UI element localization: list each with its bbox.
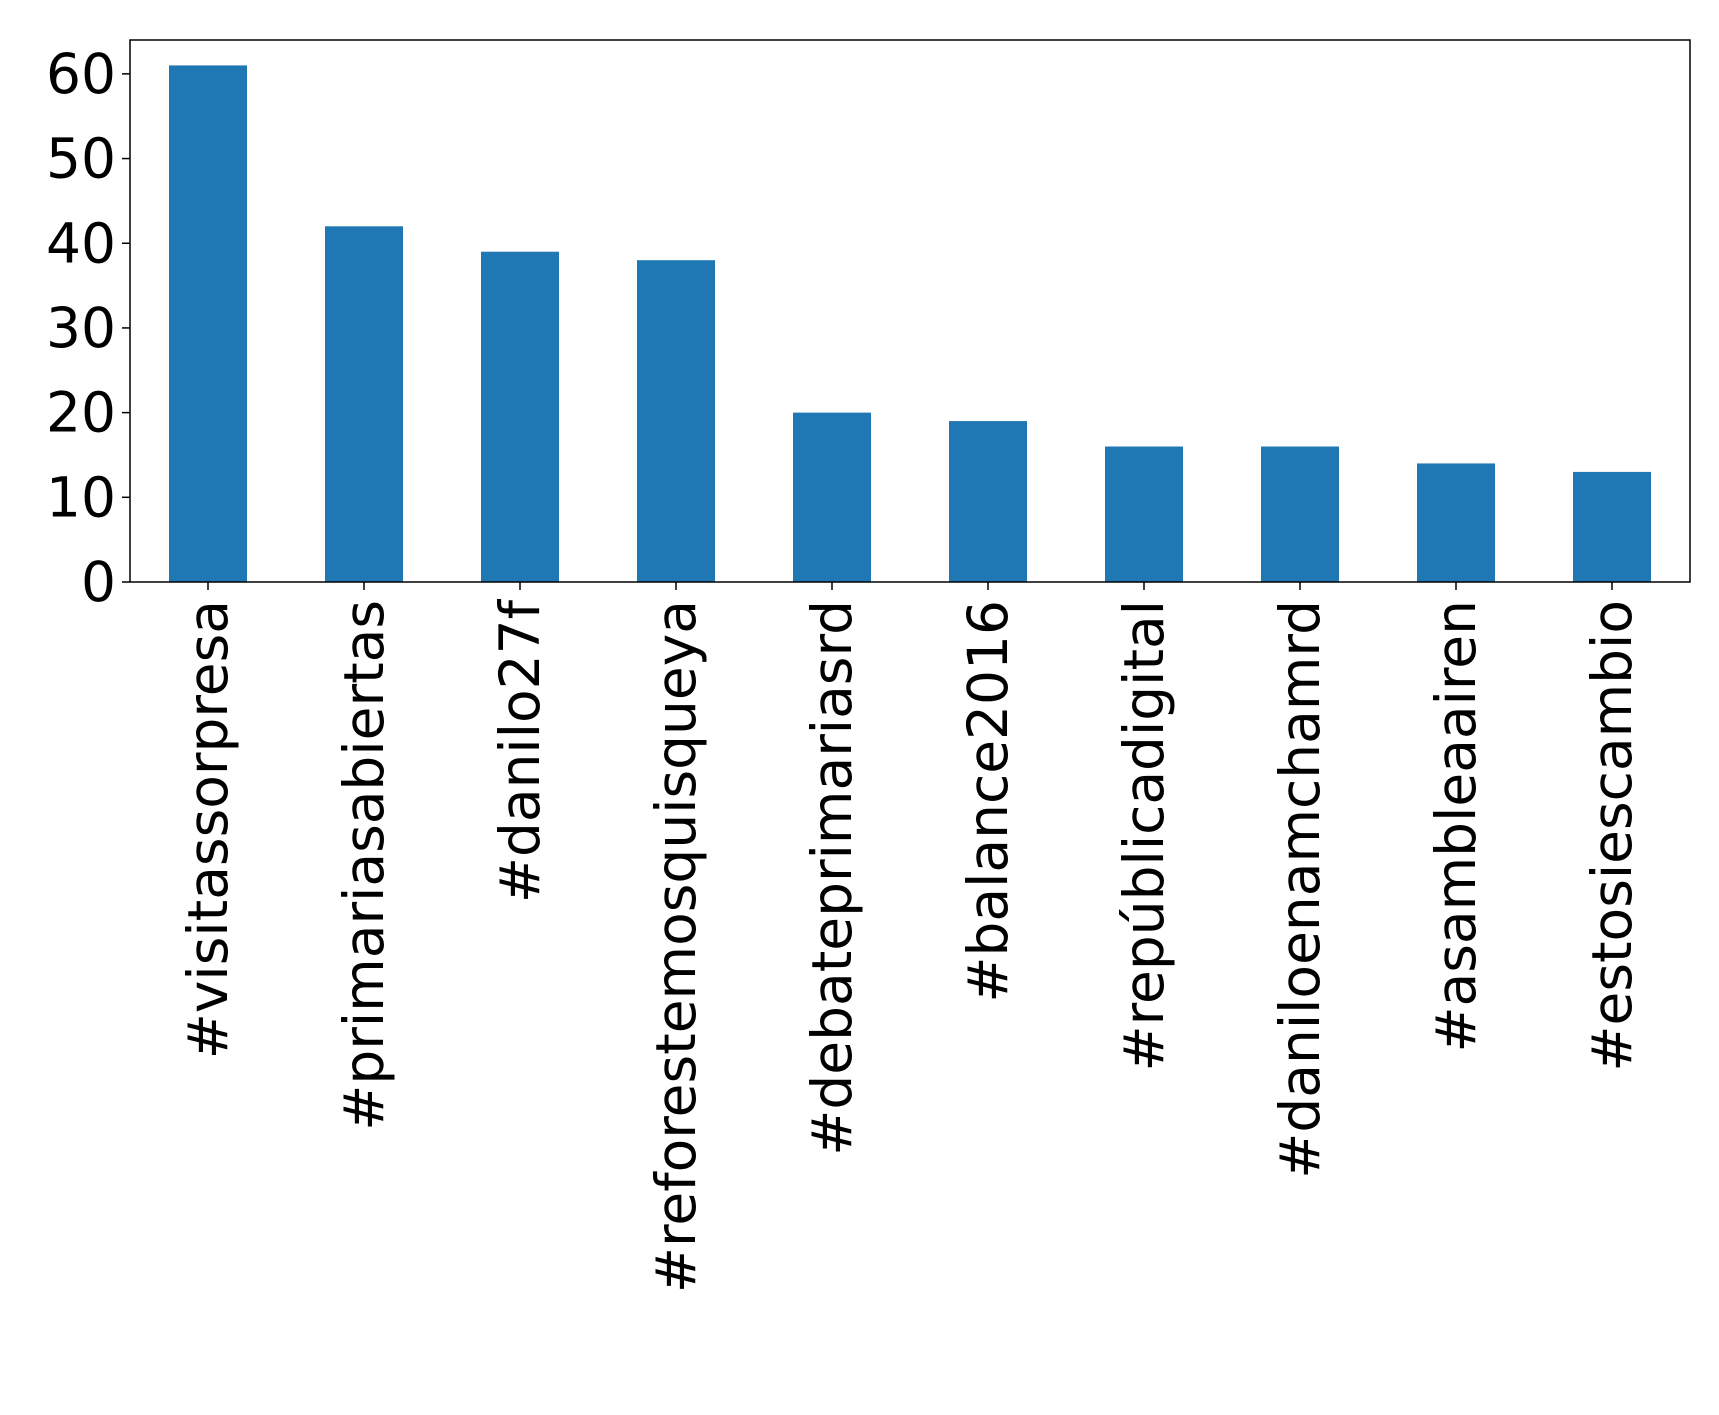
bar-9 (1573, 471, 1651, 582)
y-axis: 0 10 20 30 40 50 60 (46, 42, 130, 614)
x-tick-label: #primariasabiertas (332, 600, 396, 1131)
y-tick-label: 60 (46, 42, 116, 106)
x-tick-label: #debateprimariasrd (800, 600, 864, 1156)
x-tick-label: #repúblicadigital (1112, 600, 1176, 1071)
x-tick-label: #reforestemosquisqueya (644, 600, 708, 1293)
bar-5 (949, 421, 1027, 582)
bar-2 (481, 251, 559, 582)
bar-8 (1417, 463, 1495, 582)
bar-0 (169, 65, 247, 582)
bar-6 (1105, 446, 1183, 582)
x-tick-label: #asambleaairen (1424, 600, 1488, 1053)
bar-3 (637, 260, 715, 582)
bar-7 (1261, 446, 1339, 582)
x-axis: #visitassorpresa #primariasabiertas #danil… (176, 582, 1644, 1293)
y-tick-label: 10 (46, 465, 116, 529)
y-tick-label: 50 (46, 127, 116, 191)
y-tick-label: 0 (81, 550, 116, 614)
x-tick-label: #danilo27f (488, 598, 552, 903)
x-tick-label: #estosiescambio (1580, 600, 1644, 1072)
x-tick-label: #balance2016 (956, 600, 1020, 1003)
y-tick-label: 40 (46, 211, 116, 275)
y-tick-label: 30 (46, 296, 116, 360)
y-tick-label: 20 (46, 381, 116, 445)
x-tick-label: #visitassorpresa (176, 600, 240, 1059)
x-tick-label: #daniloenamchamrd (1268, 600, 1332, 1179)
plot-frame (129, 39, 1691, 583)
bar-1 (325, 226, 403, 582)
bars-layer (169, 65, 1651, 582)
bar-4 (793, 412, 871, 582)
